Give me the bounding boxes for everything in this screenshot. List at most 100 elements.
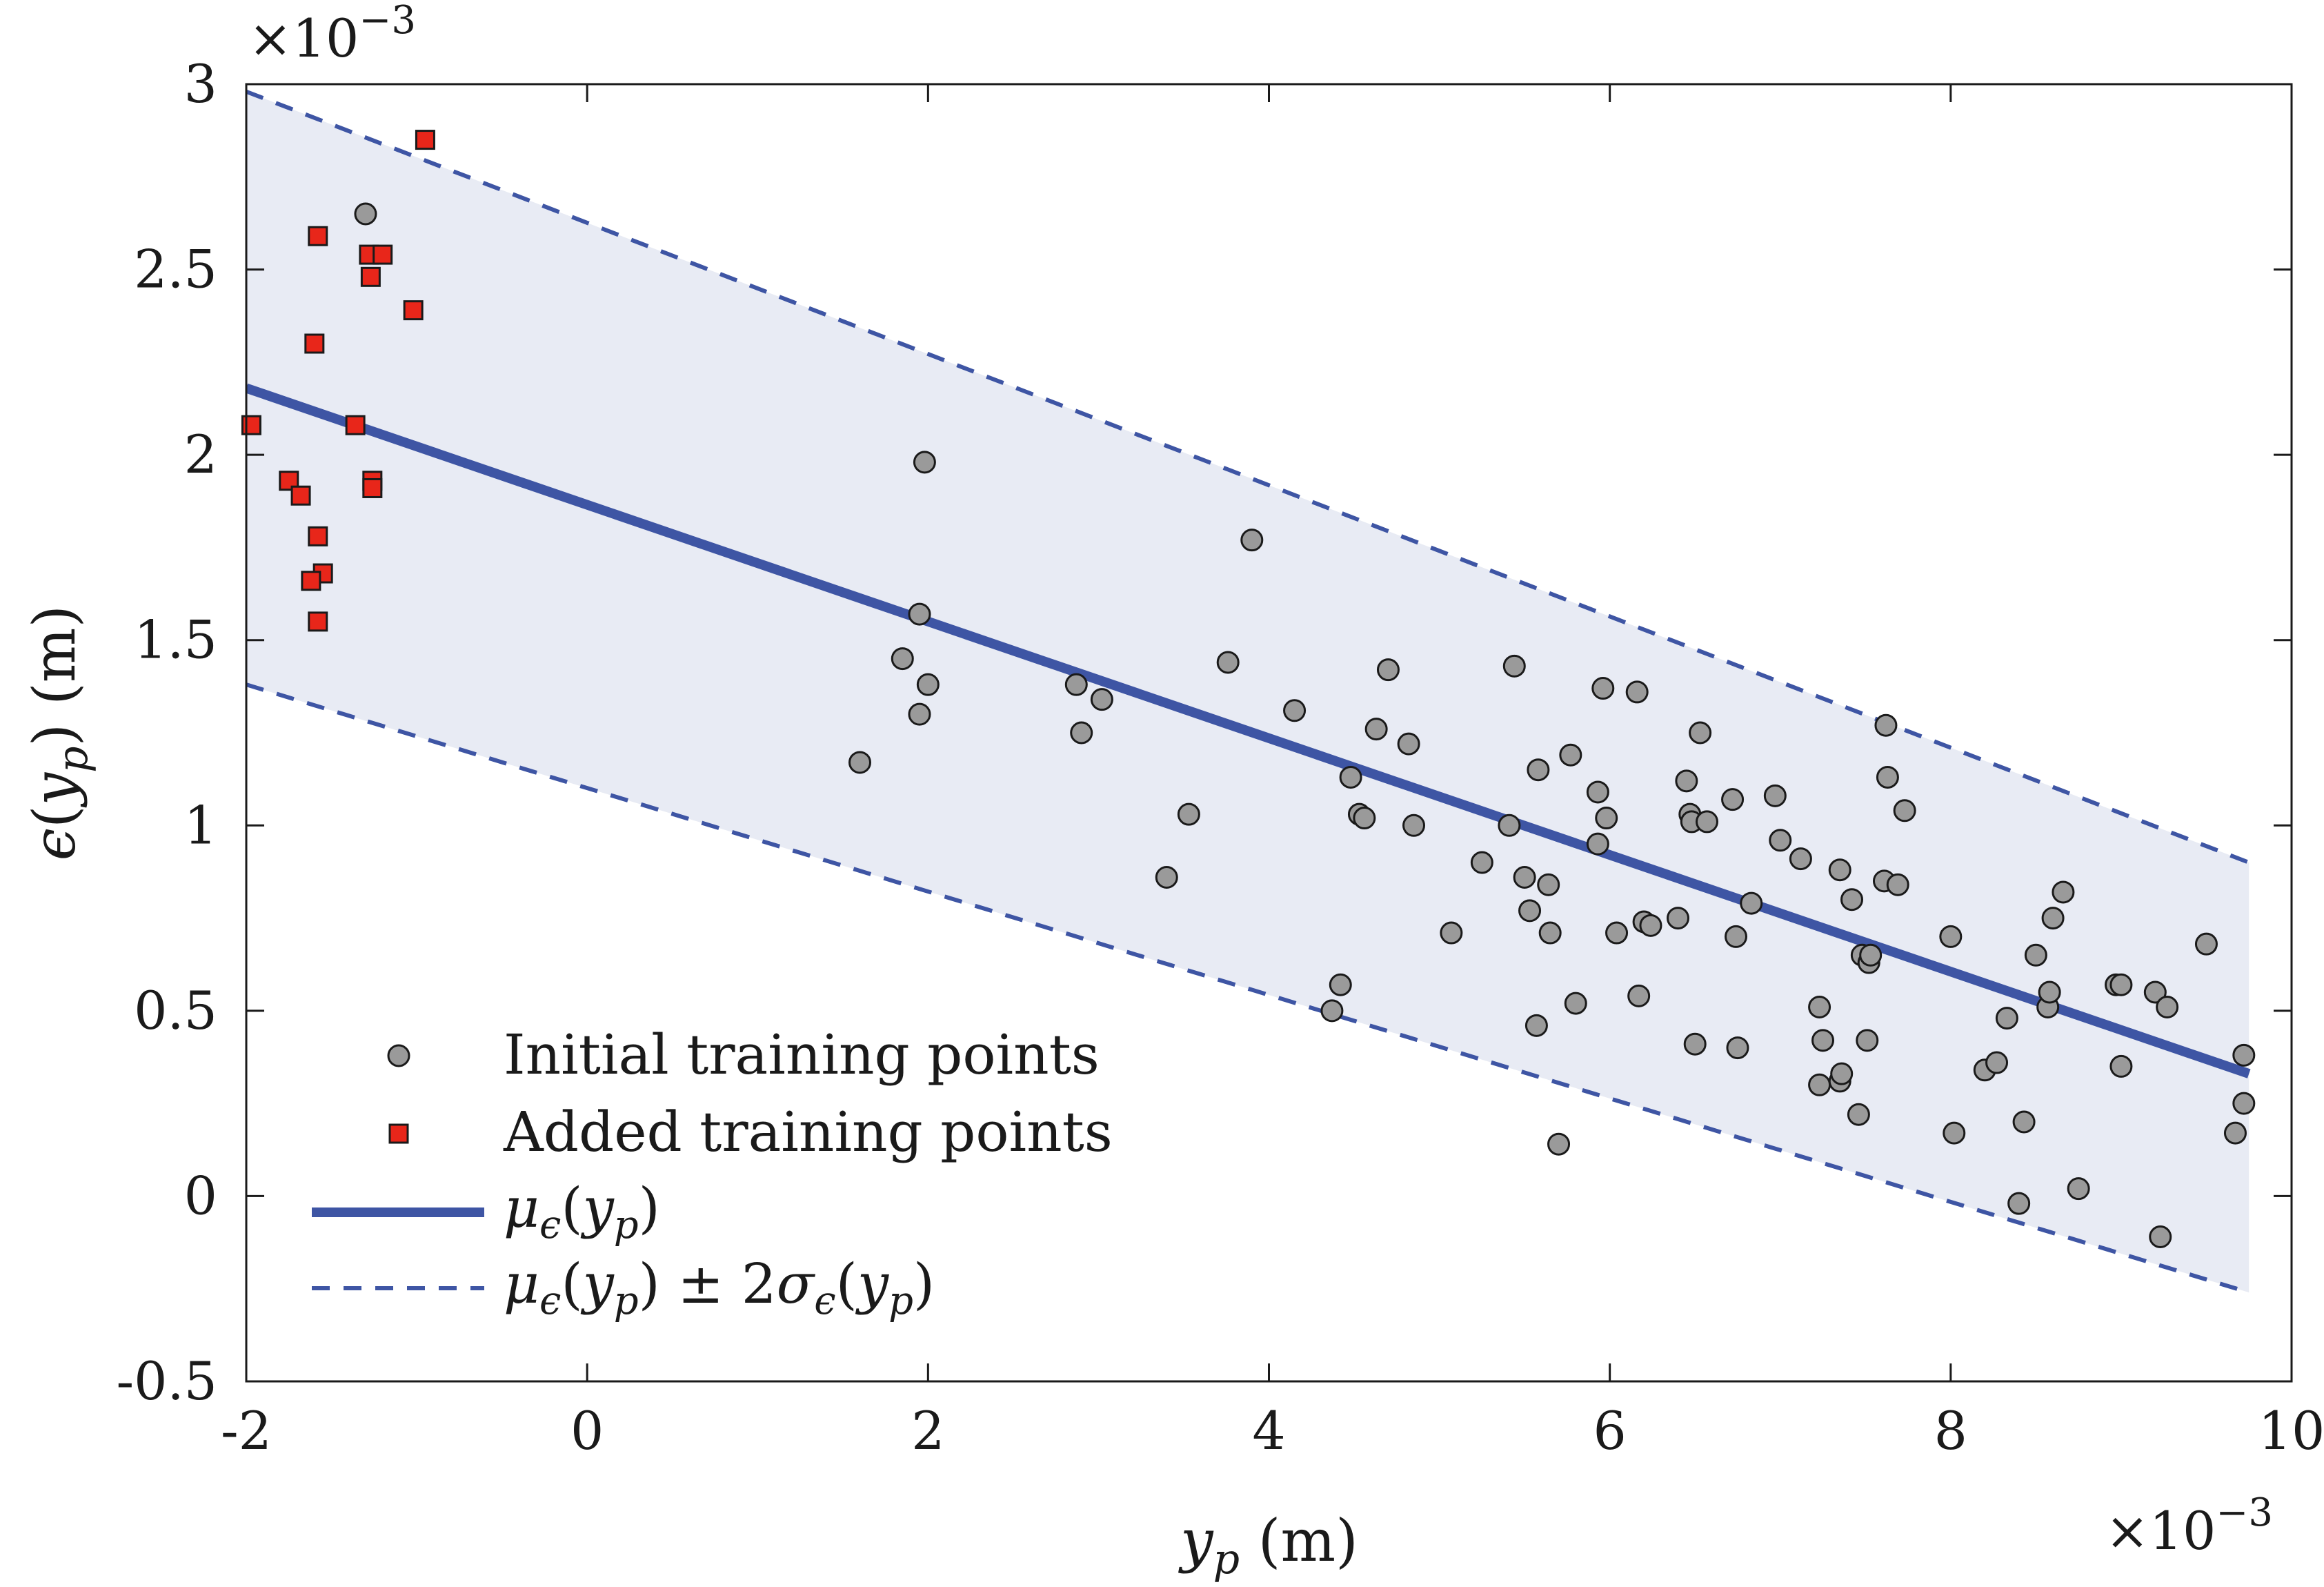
initial-point — [908, 702, 931, 726]
initial-point — [1811, 1029, 1835, 1052]
initial-point — [1605, 921, 1629, 945]
x-tick-label: 8 — [1934, 1400, 1967, 1461]
initial-point — [1498, 814, 1521, 837]
initial-point — [2067, 1177, 2090, 1201]
added-point — [415, 130, 435, 150]
initial-point — [1886, 873, 1909, 896]
initial-point — [1847, 1103, 1870, 1126]
initial-point — [916, 673, 940, 696]
initial-point — [1789, 847, 1812, 871]
data-points — [241, 130, 2256, 1249]
y-tick-label: 2.5 — [134, 239, 217, 300]
added-point — [301, 571, 321, 591]
initial-point — [1364, 718, 1388, 741]
initial-point — [1985, 1051, 2009, 1074]
added-point — [345, 415, 366, 435]
y-axis-title: ϵ(yp) (m) — [21, 605, 97, 860]
added-point — [362, 477, 383, 498]
initial-point — [2038, 980, 2061, 1004]
initial-point — [1527, 758, 1550, 782]
initial-point — [1683, 1032, 1707, 1056]
initial-point — [1808, 1073, 1831, 1096]
initial-point — [1721, 788, 1745, 811]
x-tick-label: 10 — [2258, 1400, 2324, 1461]
initial-point — [1502, 654, 1526, 678]
initial-point — [1524, 1014, 1548, 1037]
initial-point — [1859, 943, 1883, 967]
initial-point — [1828, 858, 1851, 882]
initial-point — [2012, 1110, 2036, 1134]
initial-point — [1725, 925, 1748, 948]
initial-point — [1591, 677, 1615, 700]
initial-point — [2223, 1121, 2247, 1145]
initial-point — [1470, 851, 1493, 874]
initial-point — [1939, 925, 1963, 948]
initial-point — [1397, 732, 1420, 756]
initial-point — [1675, 769, 1698, 793]
y-tick-label: 1.5 — [134, 609, 217, 671]
initial-point — [1689, 721, 1712, 745]
legend-mean-label: μϵ(yp) — [504, 1176, 660, 1248]
initial-point — [1216, 651, 1240, 674]
mean-line — [246, 383, 2251, 1078]
initial-point — [1329, 973, 1352, 996]
initial-point — [1696, 810, 1719, 834]
initial-point — [1070, 721, 1093, 745]
initial-point — [1639, 914, 1662, 937]
initial-point — [1808, 995, 1831, 1018]
initial-point — [1376, 658, 1400, 682]
initial-point — [1893, 799, 1916, 822]
initial-point — [1090, 688, 1113, 711]
x-tick-label: 4 — [1252, 1400, 1285, 1461]
y-tick-label: -0.5 — [116, 1350, 217, 1412]
initial-point — [1538, 921, 1562, 945]
initial-point — [2109, 973, 2133, 996]
added-point — [373, 244, 393, 265]
initial-point — [1625, 680, 1649, 704]
x-tick-label: 0 — [570, 1400, 604, 1461]
initial-point — [1559, 743, 1582, 767]
added-point — [308, 226, 328, 246]
initial-point — [1740, 891, 1763, 915]
initial-point — [1840, 888, 1864, 911]
initial-point — [1874, 713, 1898, 737]
initial-point — [1320, 999, 1344, 1023]
initial-point — [1155, 865, 1178, 889]
initial-point — [1064, 673, 1088, 696]
initial-point — [1943, 1121, 1966, 1145]
added-point — [290, 485, 311, 506]
added-point — [308, 526, 328, 546]
initial-point — [1856, 1029, 1879, 1052]
added-point — [308, 611, 328, 632]
initial-point — [2143, 980, 2167, 1004]
initial-point — [354, 202, 377, 226]
initial-point — [1627, 984, 1651, 1007]
added-point — [241, 415, 261, 435]
added-point — [360, 266, 381, 287]
initial-point — [1513, 865, 1536, 889]
initial-point — [1547, 1132, 1571, 1156]
initial-point — [2052, 880, 2075, 904]
initial-point — [1769, 829, 1792, 852]
initial-point — [2194, 932, 2218, 956]
initial-point — [2024, 943, 2047, 967]
legend-added-marker — [388, 1123, 409, 1144]
initial-point — [2156, 995, 2179, 1018]
initial-point — [1763, 784, 1787, 807]
legend-added-label: Added training points — [503, 1100, 1113, 1164]
initial-point — [2041, 907, 2065, 930]
initial-point — [1876, 765, 1899, 789]
upper-bound-line — [246, 89, 2250, 865]
initial-point — [2232, 1043, 2256, 1067]
initial-point — [1586, 780, 1609, 804]
initial-point — [1595, 807, 1618, 830]
initial-point — [908, 602, 931, 626]
initial-point — [1518, 899, 1542, 923]
legend-band-label: μϵ(yp) ± 2σϵ(yp) — [504, 1252, 935, 1323]
y-tick-label: 2 — [184, 424, 217, 485]
initial-point — [1667, 907, 1689, 930]
initial-point — [1240, 529, 1264, 552]
x-tick-label: 6 — [1593, 1400, 1626, 1461]
x-scale-multiplier: ×10−3 — [2105, 1490, 2273, 1561]
